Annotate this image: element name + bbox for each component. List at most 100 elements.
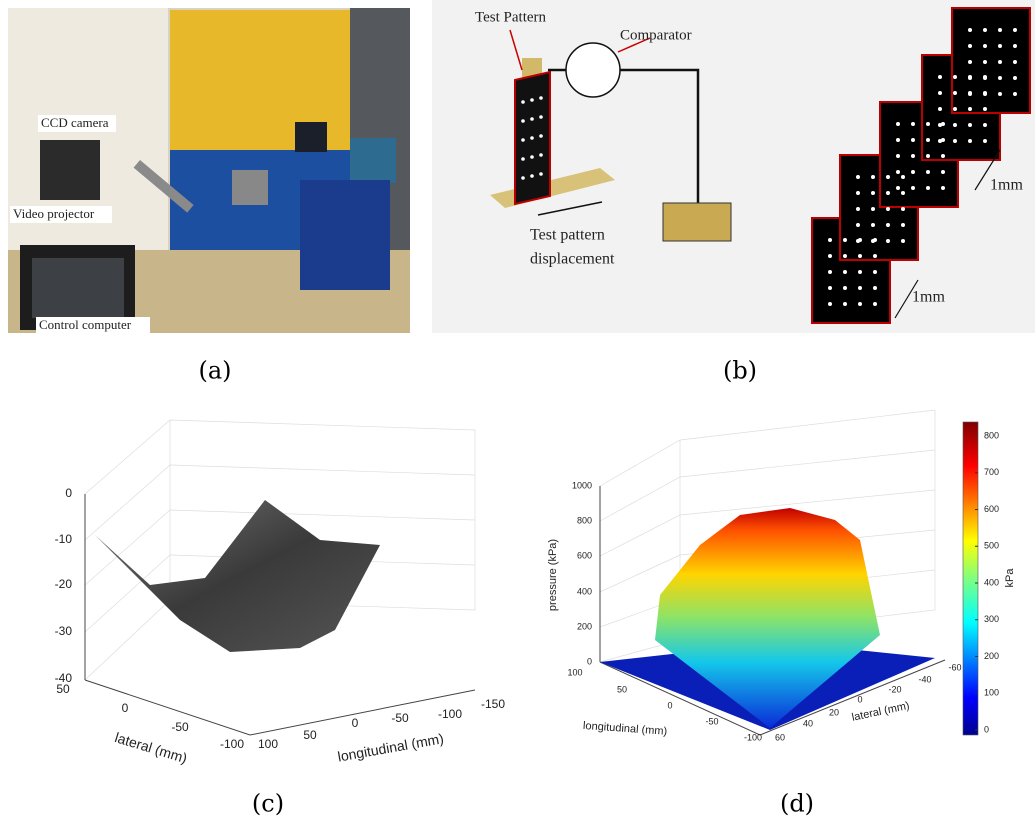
colorbar-tick-label: 800 [984,430,999,440]
dot [1013,44,1017,48]
colorbar-tick-label: 300 [984,614,999,624]
z-tick-label: 0 [65,486,72,500]
dot [521,157,525,161]
dot [873,286,877,290]
dot [1013,28,1017,32]
diagram-label: 1mm [990,177,1023,194]
dot [926,122,930,126]
y-tick-label: 0 [352,716,359,730]
dot [530,136,534,140]
dot [1013,60,1017,64]
dot [983,76,987,80]
dot [539,134,543,138]
dot [911,154,915,158]
dot [938,123,942,127]
dot [953,91,957,95]
dot [530,174,534,178]
photo-label: Control computer [39,317,132,332]
y-tick-label: -40 [918,674,931,684]
dot [896,186,900,190]
z-tick-label: -30 [55,624,73,638]
dot [871,223,875,227]
dot [843,286,847,290]
dot [998,44,1002,48]
pattern-dots [521,28,1017,306]
axis-label: lateral (mm) [113,729,189,766]
dot [926,154,930,158]
z-tick-label: 600 [577,550,592,560]
dot [896,154,900,158]
dot [968,107,972,111]
dot [828,270,832,274]
dot [983,123,987,127]
dot [998,28,1002,32]
dot [953,139,957,143]
dot [1013,92,1017,96]
dot [856,191,860,195]
dot [828,254,832,258]
y-tick-label: 20 [829,707,839,717]
dot [530,98,534,102]
surface-plot-c [84,419,476,736]
dot [828,302,832,306]
dot [858,286,862,290]
caption: (a) [198,357,231,385]
dot [938,91,942,95]
x-tick-label: 0 [122,701,129,715]
dot [968,28,972,32]
dot [911,138,915,142]
dot [983,107,987,111]
dot [983,139,987,143]
dot [998,60,1002,64]
z-tick-label: -10 [55,532,73,546]
z-tick-label: 800 [577,515,592,525]
dot [828,238,832,242]
dot [858,302,862,306]
axis-label: longitudinal (mm) [583,720,668,738]
dot [873,254,877,258]
dot [539,153,543,157]
x-tick-label: 0 [667,700,672,710]
dot [953,123,957,127]
dot [1013,76,1017,80]
dot [858,270,862,274]
dot [858,254,862,258]
colorbar-tick-label: 600 [984,504,999,514]
x-tick-label: 50 [617,684,627,694]
dot [539,115,543,119]
dot [873,302,877,306]
dot [938,139,942,143]
dot [968,139,972,143]
dot [938,107,942,111]
diagram-label: 1mm [912,289,945,306]
x-tick-label: -50 [705,716,718,726]
y-tick-label: -150 [481,697,505,711]
dot [871,191,875,195]
caption: (b) [723,357,757,385]
x-tick-label: 50 [56,682,70,696]
dot [521,176,525,180]
dot [530,155,534,159]
photo [8,8,410,333]
dot [938,75,942,79]
dot [911,122,915,126]
dot [843,270,847,274]
dot [941,170,945,174]
z-tick-label: 0 [587,656,592,666]
dot [901,239,905,243]
dot [539,172,543,176]
dot [998,76,1002,80]
dot [896,138,900,142]
dot [901,223,905,227]
dot [983,44,987,48]
dot [856,207,860,211]
y-tick-label: 100 [258,737,278,751]
dot [521,138,525,142]
dot [926,186,930,190]
dot [968,92,972,96]
z-tick-label: -40 [55,671,73,685]
diagram [432,0,1035,333]
dot [926,138,930,142]
dot [901,175,905,179]
dot [856,239,860,243]
